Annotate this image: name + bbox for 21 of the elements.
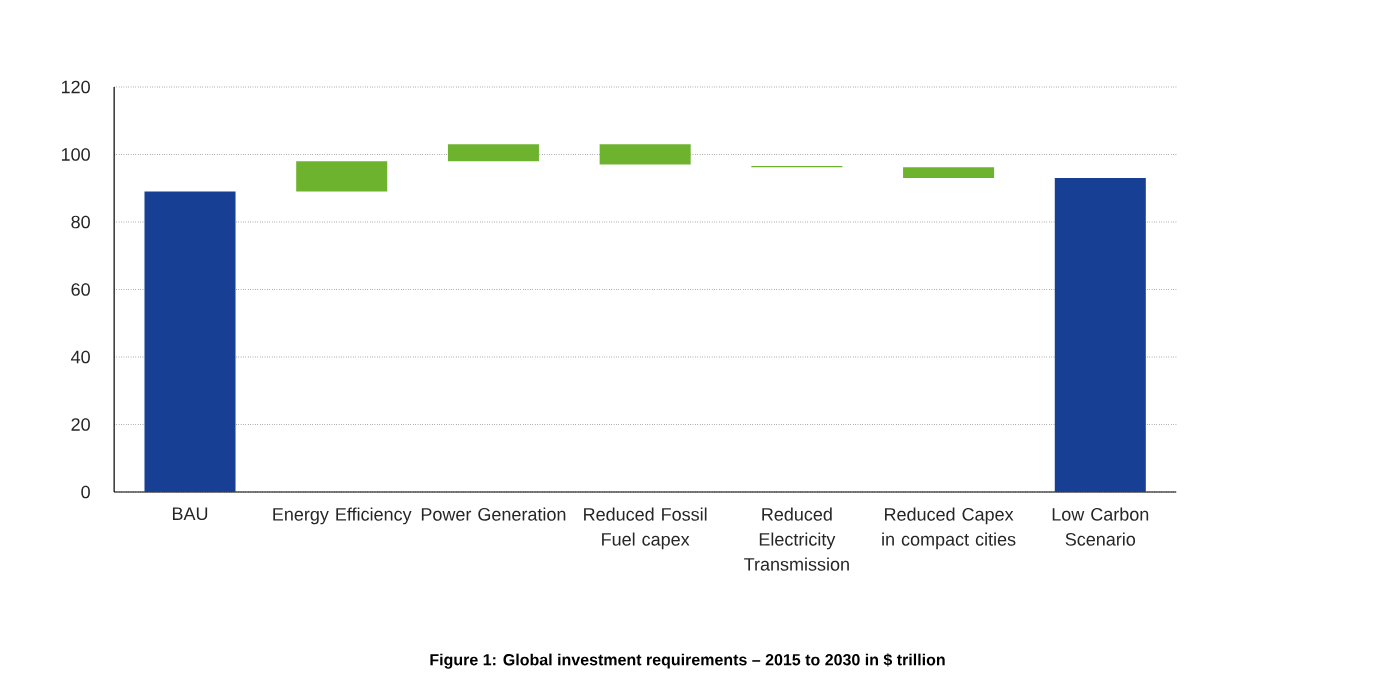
bar xyxy=(599,144,691,165)
bar xyxy=(447,144,539,162)
bar xyxy=(296,161,388,192)
y-tick-label: 0 xyxy=(81,485,90,499)
y-tick-label: 80 xyxy=(71,215,90,229)
bar xyxy=(1054,178,1146,492)
y-tick-label: 40 xyxy=(71,350,90,364)
bar xyxy=(903,167,995,179)
x-tick-label: Reduced Capex in compact cities xyxy=(882,507,1016,550)
x-tick-label: Low Carbon Scenario xyxy=(1052,507,1149,546)
y-tick-label: 60 xyxy=(71,283,90,296)
bar xyxy=(144,191,236,492)
x-tick-label: BAU xyxy=(172,507,208,521)
text: Figure 1: Global investment requirements – 2015 to 2030 in $ trillion xyxy=(430,653,945,669)
y-tick-label: 120 xyxy=(61,80,90,94)
x-tick-label: Energy Efficiency xyxy=(273,507,412,525)
y-tick-label: 100 xyxy=(61,148,90,161)
y-tick-label: 20 xyxy=(71,418,90,431)
x-tick-label: Power Generation xyxy=(421,507,566,521)
x-tick-label: Reduced Electricity Transmission xyxy=(744,507,849,571)
x-tick-label: Reduced Fossil Fuel capex xyxy=(584,507,707,550)
